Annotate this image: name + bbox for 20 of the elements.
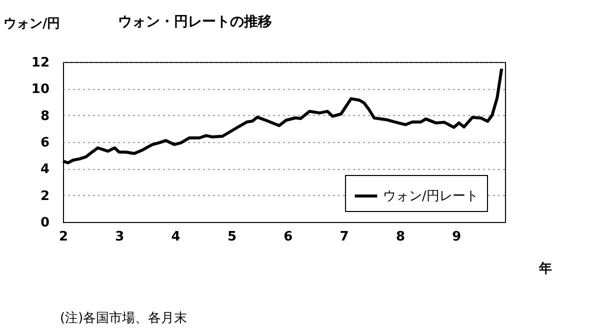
legend-label: ウォン/円レート [383, 189, 478, 204]
x-tick-label: 3 [115, 230, 124, 244]
y-tick-label: 6 [40, 136, 50, 150]
y-tick-label: 2 [40, 188, 50, 204]
y-tick-label: 0 [40, 216, 50, 230]
chart-title: ウォン・円レートの推移 [118, 14, 272, 30]
x-tick-label: 7 [340, 230, 349, 244]
y-tick-label: 12 [31, 56, 50, 70]
x-tick-label: 5 [227, 230, 237, 244]
x-axis-title: 年 [538, 262, 552, 276]
text: (注)各国市場、各月末 [60, 310, 188, 327]
x-tick-label: 9 [452, 230, 462, 244]
x-tick-label: 4 [171, 230, 180, 244]
x-tick-label: 2 [58, 230, 68, 244]
y-tick-label: 4 [40, 162, 50, 178]
x-tick-label: 8 [396, 230, 405, 244]
y-tick-label: 10 [31, 82, 50, 98]
y-tick-label: 8 [40, 108, 50, 124]
y-axis-title: ウォン/円 [4, 16, 60, 32]
x-tick-label: 6 [284, 230, 293, 244]
